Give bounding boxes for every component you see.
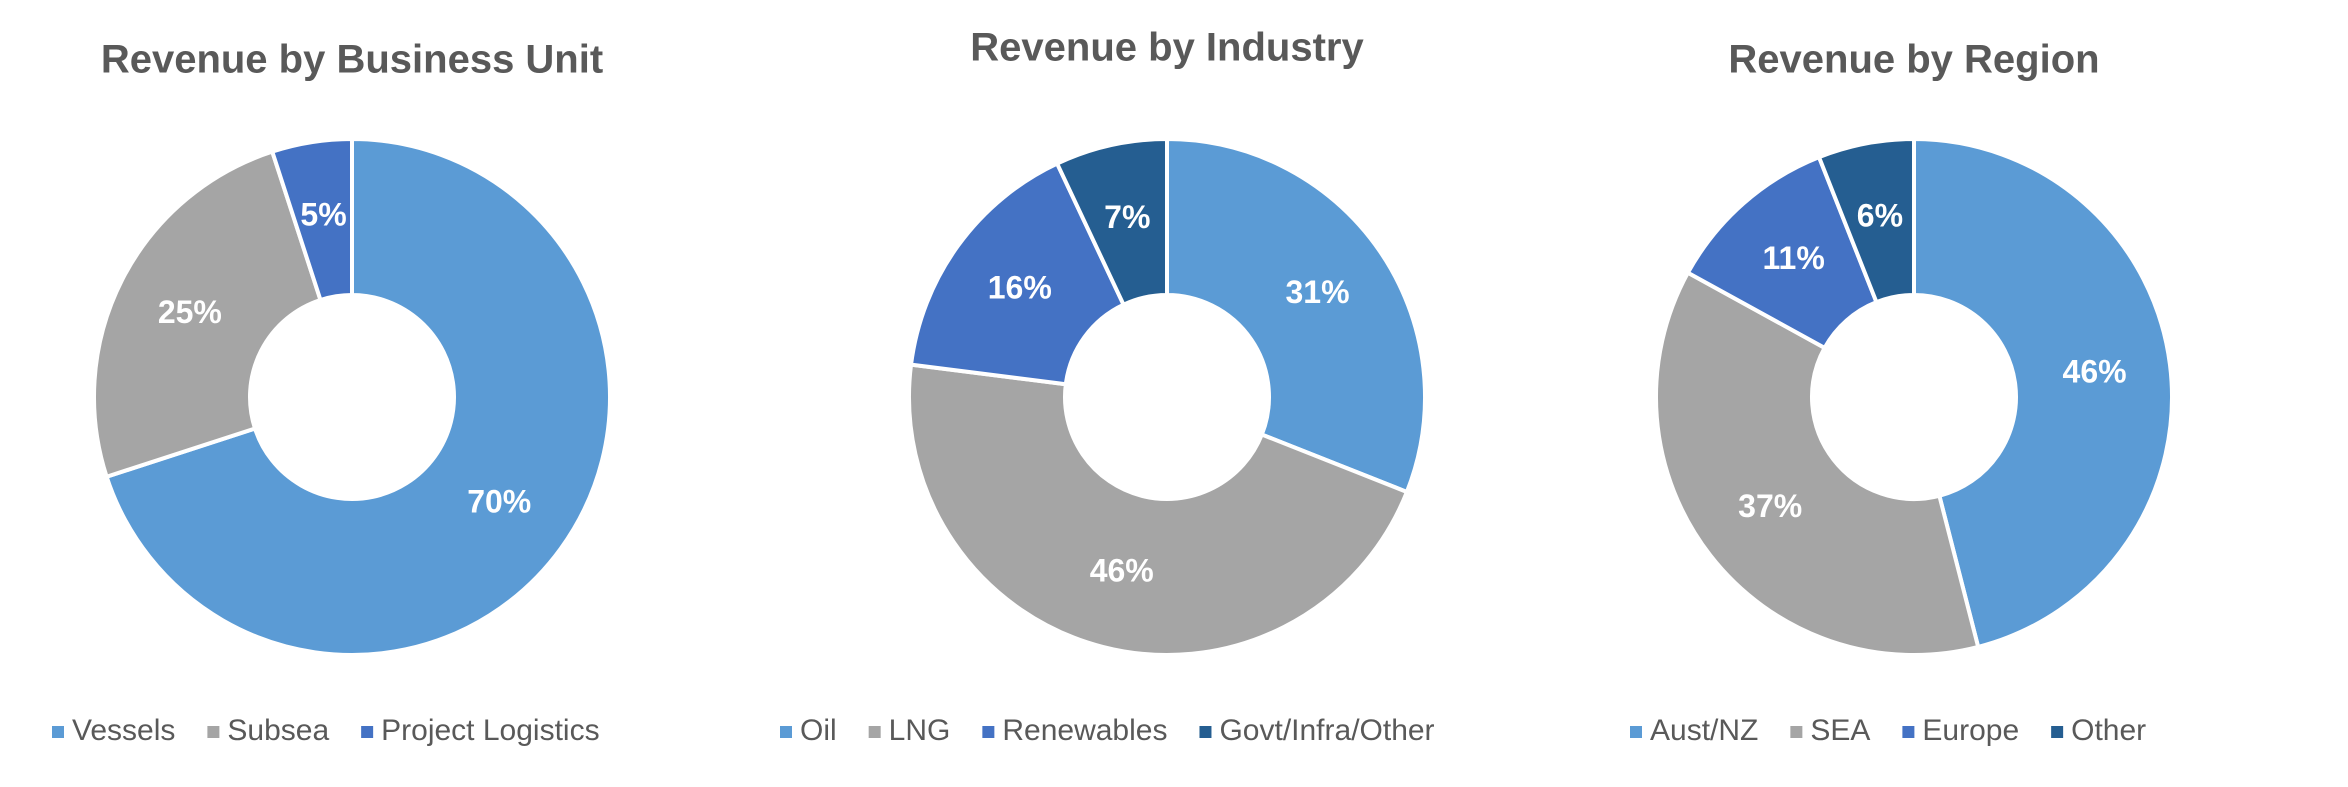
data-label: 31% (1286, 274, 1350, 310)
legend-label: Project Logistics (381, 714, 599, 747)
legend-label: LNG (889, 714, 951, 747)
legend-swatch (207, 726, 220, 738)
legend-swatch (982, 726, 995, 738)
data-label: 70% (467, 483, 531, 519)
data-label: 37% (1738, 488, 1802, 524)
legend-label: Renewables (1002, 714, 1167, 747)
donut-slice (1054, 136, 1169, 308)
legend-swatch (52, 726, 64, 738)
donut-slice (1165, 136, 1427, 495)
legend-swatch (868, 726, 881, 738)
data-label: 6% (1857, 198, 1903, 234)
donut-slice (907, 362, 1410, 657)
data-label: 16% (988, 269, 1052, 305)
legend-label: Aust/NZ (1650, 714, 1758, 747)
donut-slice (104, 136, 612, 657)
data-label: 46% (2063, 354, 2127, 390)
data-label: 46% (1090, 553, 1154, 589)
legend-swatch (2051, 726, 2064, 738)
legend-swatch (1199, 726, 1212, 738)
legend-label: Other (2071, 714, 2146, 747)
chart-title: Revenue by Business Unit (101, 38, 603, 82)
donut-slice (908, 160, 1127, 387)
legend-label: Oil (800, 714, 837, 747)
donut-slice (1685, 154, 1880, 351)
legend-swatch (780, 726, 792, 738)
donut-slice (1816, 136, 1916, 305)
donut-slice (1912, 136, 2174, 650)
legend-label: Europe (1922, 714, 2019, 747)
legend-swatch (1630, 726, 1642, 738)
legend-label: SEA (1810, 714, 1870, 747)
legend-swatch (1790, 726, 1803, 738)
data-label: 25% (158, 294, 222, 330)
legend-swatch (361, 726, 374, 738)
legend-label: Vessels (72, 714, 175, 747)
chart-title: Revenue by Region (1728, 38, 2099, 82)
donut-slice (269, 136, 354, 303)
donut-slice (1654, 269, 1981, 657)
data-label: 5% (300, 197, 346, 233)
donut-slice (92, 149, 323, 480)
legend-label: Govt/Infra/Other (1219, 714, 1434, 747)
data-label: 7% (1104, 199, 1150, 235)
legend-label: Subsea (227, 714, 329, 747)
data-label: 11% (1763, 240, 1825, 276)
legend-swatch (1902, 726, 1915, 738)
chart-title: Revenue by Industry (970, 26, 1364, 70)
